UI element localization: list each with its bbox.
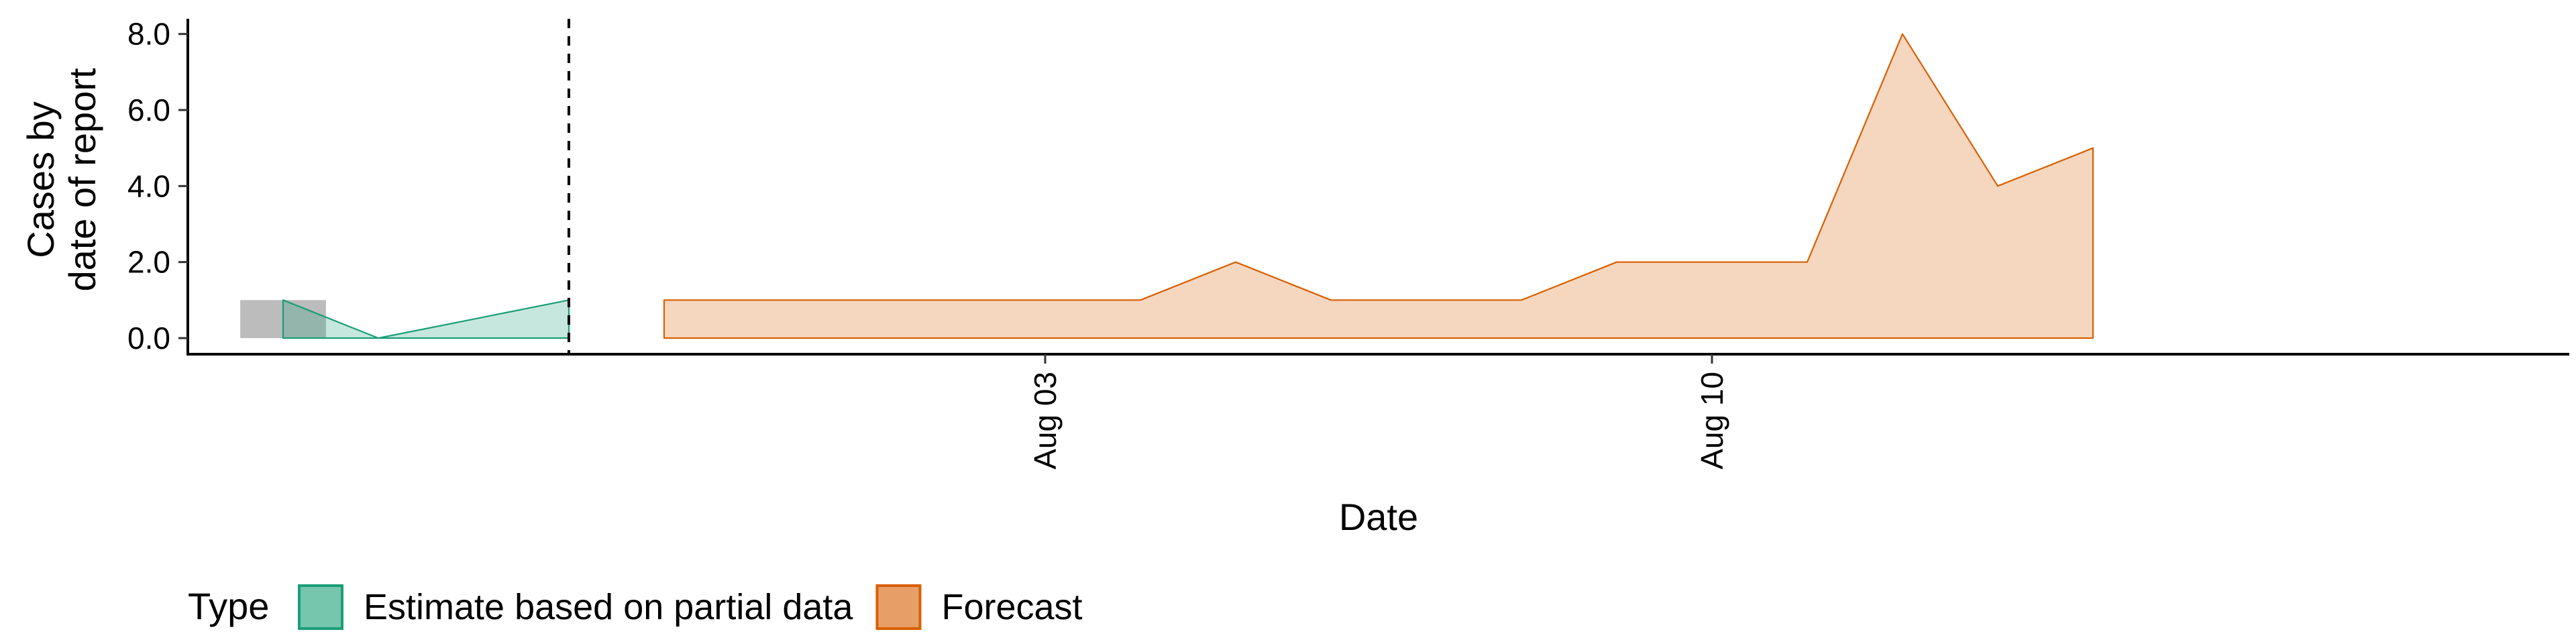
y-tick-label-1: 2.0 bbox=[127, 245, 170, 280]
y-tick-label-2: 4.0 bbox=[127, 168, 170, 203]
y-tick-label-0: 0.0 bbox=[127, 321, 170, 356]
legend-label-0: Estimate based on partial data bbox=[364, 587, 853, 627]
y-axis-title: Cases bydate of report bbox=[19, 68, 103, 292]
legend-title: Type bbox=[188, 585, 269, 627]
y-axis-title-line-1: date of report bbox=[61, 68, 103, 292]
plot-area bbox=[240, 19, 2094, 354]
legend-label-1: Forecast bbox=[941, 587, 1082, 627]
y-tick-label-4: 8.0 bbox=[127, 17, 170, 52]
legend-swatch-0 bbox=[298, 584, 343, 630]
series-area-forecast bbox=[663, 33, 2094, 339]
axes: 0.0 2.0 4.0 6.0 8.0 Aug 03 Aug 10 Date Cases byd… bbox=[19, 17, 2569, 538]
legend: Type Estimate based on partial data Foreca… bbox=[188, 584, 1083, 630]
x-tick-label-0: Aug 03 bbox=[1028, 372, 1063, 470]
y-axis-title-line-0: Cases by bbox=[19, 101, 62, 258]
x-tick-label-1: Aug 10 bbox=[1695, 372, 1729, 470]
x-axis-title: Date bbox=[1339, 496, 1418, 538]
y-tick-label-3: 6.0 bbox=[127, 93, 170, 127]
legend-swatch-1 bbox=[875, 584, 922, 630]
